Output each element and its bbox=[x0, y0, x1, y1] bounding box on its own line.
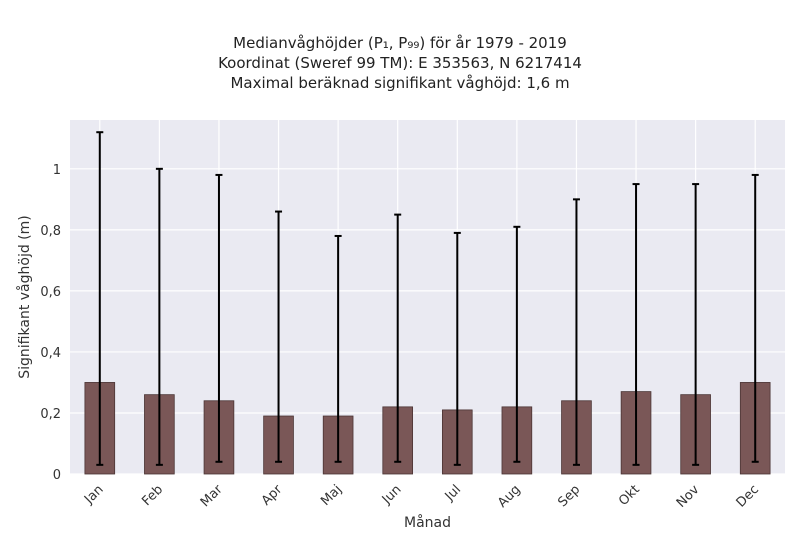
x-tick-label: Jan bbox=[81, 482, 106, 507]
x-tick-label: Jul bbox=[442, 482, 464, 504]
y-tick-label: 0,4 bbox=[40, 346, 61, 361]
plot-background bbox=[70, 120, 785, 474]
x-tick-label: Maj bbox=[318, 482, 345, 509]
x-tick-label: Okt bbox=[616, 482, 643, 509]
y-tick-label: 0,6 bbox=[40, 285, 61, 300]
chart-title: Medianvåghöjder (P₁, P₉₉) för år 1979 - … bbox=[0, 33, 800, 93]
y-tick-label: 1 bbox=[53, 163, 61, 178]
y-axis-label: Signifikant våghöjd (m) bbox=[17, 215, 33, 379]
y-tick-label: 0,2 bbox=[40, 407, 61, 422]
title-line-1: Medianvåghöjder (P₁, P₉₉) för år 1979 - … bbox=[233, 34, 567, 52]
x-tick-label: Nov bbox=[674, 482, 703, 511]
x-axis-label: Månad bbox=[404, 515, 451, 531]
title-line-3: Maximal beräknad signifikant våghöjd: 1,… bbox=[230, 74, 570, 92]
y-axis-label-container: Signifikant våghöjd (m) bbox=[14, 120, 36, 474]
title-line-2: Koordinat (Sweref 99 TM): E 353563, N 62… bbox=[218, 54, 582, 72]
x-tick-label: Dec bbox=[734, 482, 762, 510]
y-tick-label: 0 bbox=[53, 468, 61, 483]
y-tick-label: 0,8 bbox=[40, 224, 61, 239]
x-tick-label: Mar bbox=[198, 482, 226, 510]
x-tick-label: Aug bbox=[495, 482, 524, 511]
x-tick-label: Sep bbox=[555, 482, 583, 510]
x-tick-label: Apr bbox=[259, 482, 286, 509]
x-tick-label: Jun bbox=[379, 482, 405, 508]
x-tick-label: Feb bbox=[139, 482, 166, 509]
